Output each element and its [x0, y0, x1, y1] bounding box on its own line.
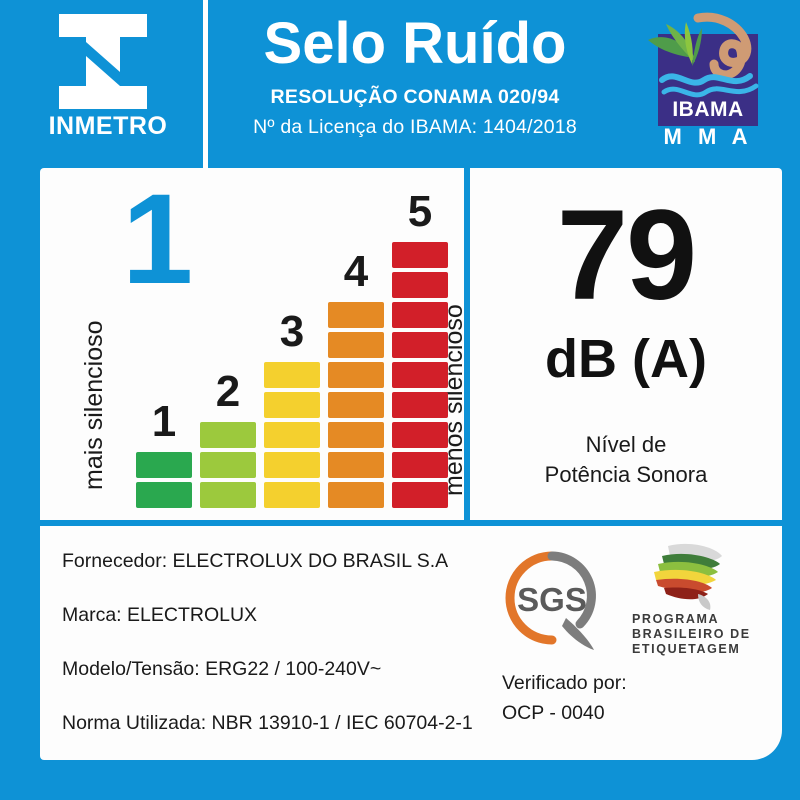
- bar-segment: [264, 482, 320, 508]
- noise-level-panel: 79 dB (A) Nível de Potência Sonora: [470, 168, 782, 520]
- noise-level-caption: Nível de Potência Sonora: [470, 430, 782, 490]
- bar-number-4: 4: [343, 247, 369, 296]
- bar-segment: [328, 392, 384, 418]
- bar-group-5: 5: [392, 190, 448, 508]
- bar-segment: [328, 332, 384, 358]
- caption-line-2: Potência Sonora: [544, 462, 708, 487]
- pbe-ribbon-icon: [654, 543, 722, 610]
- sgs-swoosh-icon: SGS: [505, 551, 596, 650]
- bar-segment: [392, 302, 448, 328]
- bar-segment: [136, 452, 192, 478]
- product-info-panel: Fornecedor: ELECTROLUX DO BRASIL S.A Mar…: [40, 526, 473, 760]
- bar-segment: [392, 422, 448, 448]
- label-header: INMETRO Selo Ruído RESOLUÇÃO CONAMA 020/…: [0, 0, 800, 168]
- bar-segment: [264, 422, 320, 448]
- bar-segment: [392, 482, 448, 508]
- verified-by-label: Verificado por:: [502, 672, 627, 694]
- inmetro-i-beam-icon: [59, 14, 147, 109]
- card-vertical-divider: [464, 168, 470, 522]
- header-vertical-divider: [203, 0, 208, 168]
- bar-column-1: [136, 452, 192, 508]
- bar-segment: [392, 362, 448, 388]
- verified-by-value: OCP - 0040: [502, 702, 605, 724]
- bar-column-3: [264, 362, 320, 508]
- pbe-line-3: ETIQUETAGEM: [632, 642, 741, 656]
- info-standard: Norma Utilizada: NBR 13910-1 / IEC 60704…: [62, 712, 473, 734]
- bar-number-2: 2: [215, 367, 241, 416]
- pbe-logo: PROGRAMA BRASILEIRO DE ETIQUETAGEM: [620, 542, 760, 660]
- bar-column-2: [200, 422, 256, 508]
- bar-segment: [200, 482, 256, 508]
- bar-segment: [264, 452, 320, 478]
- ibama-logo: IBAMA M M A: [640, 12, 775, 157]
- bar-group-4: 4: [328, 250, 384, 508]
- info-model-voltage: Modelo/Tensão: ERG22 / 100-240V~: [62, 658, 382, 680]
- bar-segment: [328, 422, 384, 448]
- bar-segment: [200, 452, 256, 478]
- ibama-leaf-wave-icon: [648, 12, 759, 98]
- inmetro-logo: INMETRO: [28, 12, 188, 152]
- verified-by-block: Verificado por: OCP - 0040: [502, 668, 627, 728]
- selected-level-indicator: 1: [122, 168, 194, 311]
- bar-segment: [392, 452, 448, 478]
- noise-level-unit: dB (A): [545, 329, 707, 389]
- card-horizontal-divider: [40, 520, 782, 526]
- certification-panel: SGS PROGRAMA BRASILEIRO DE ETIQUETAGEM: [470, 526, 782, 760]
- bar-segment: [392, 332, 448, 358]
- inmetro-wordmark: INMETRO: [48, 112, 168, 140]
- ibama-ministry-label: M M A: [663, 124, 753, 149]
- bar-column-4: [328, 302, 384, 508]
- bar-segment: [328, 362, 384, 388]
- license-number-text: Nº da Licença do IBAMA: 1404/2018: [253, 116, 577, 138]
- bar-segment: [136, 482, 192, 508]
- info-supplier: Fornecedor: ELECTROLUX DO BRASIL S.A: [62, 550, 449, 572]
- info-brand: Marca: ELECTROLUX: [62, 604, 258, 626]
- bar-column-5: [392, 242, 448, 508]
- caption-line-1: Nível de: [585, 432, 667, 457]
- label-card: mais silencioso menos silencioso 1 1 2 3…: [40, 168, 782, 760]
- noise-level-value: 79: [556, 184, 697, 327]
- bar-group-2: 2: [200, 370, 256, 508]
- sgs-wordmark: SGS: [517, 581, 587, 618]
- bar-segment: [392, 392, 448, 418]
- bar-segment: [264, 392, 320, 418]
- bar-group-1: 1: [136, 400, 192, 508]
- resolution-text: RESOLUÇÃO CONAMA 020/94: [270, 86, 560, 108]
- page-title: Selo Ruído: [263, 11, 567, 76]
- scale-label-quieter: mais silencioso: [80, 320, 108, 490]
- bar-segment: [392, 272, 448, 298]
- pbe-wordmark: PROGRAMA BRASILEIRO DE ETIQUETAGEM: [632, 612, 760, 657]
- header-text-block: Selo Ruído RESOLUÇÃO CONAMA 020/94 Nº da…: [215, 6, 615, 142]
- bar-segment: [328, 302, 384, 328]
- bar-segment: [328, 452, 384, 478]
- bar-segment: [328, 482, 384, 508]
- bar-segment: [200, 422, 256, 448]
- pbe-line-2: BRASILEIRO DE: [632, 627, 751, 641]
- bar-number-3: 3: [279, 307, 305, 356]
- noise-scale-chart: mais silencioso menos silencioso 1 1 2 3…: [40, 168, 468, 520]
- ibama-wordmark: IBAMA: [672, 98, 744, 121]
- bar-number-5: 5: [407, 187, 433, 236]
- bar-number-1: 1: [151, 397, 177, 446]
- pbe-line-1: PROGRAMA: [632, 612, 720, 626]
- bar-group-3: 3: [264, 310, 320, 508]
- bar-segment: [264, 362, 320, 388]
- bar-segment: [392, 242, 448, 268]
